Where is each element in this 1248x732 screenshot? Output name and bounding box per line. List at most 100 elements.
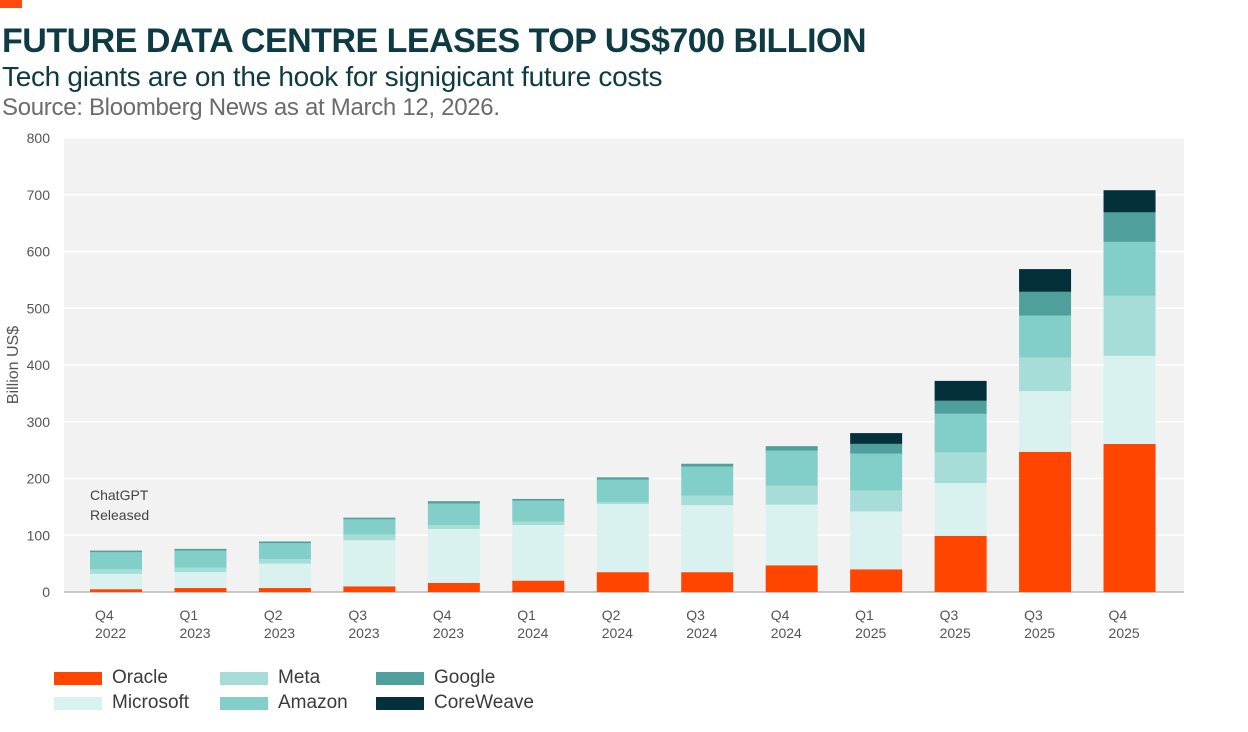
bar-segment-google	[681, 463, 734, 467]
bar-segment-meta	[343, 534, 396, 541]
legend-label: Oracle	[112, 667, 168, 688]
bar-segment-amazon	[596, 479, 649, 503]
bar-segment-oracle	[934, 535, 987, 592]
bar-segment-microsoft	[343, 540, 396, 587]
bar-segment-oracle	[427, 582, 480, 592]
y-tick-label: 300	[27, 414, 51, 430]
bar-segment-microsoft	[512, 525, 565, 581]
x-tick-label: 2025	[1109, 625, 1140, 641]
bar-segment-google	[427, 501, 480, 504]
x-tick-label: Q4	[95, 607, 114, 623]
bar-segment-coreweave	[1019, 269, 1072, 292]
legend-swatch	[220, 671, 268, 685]
bar-segment-oracle	[1103, 443, 1156, 592]
legend-label: Microsoft	[112, 692, 190, 713]
bar-segment-amazon	[765, 450, 818, 486]
bar-segment-meta	[850, 490, 903, 512]
x-tick-label: Q3	[940, 607, 959, 623]
bar-segment-google	[258, 541, 311, 544]
bar-segment-oracle	[174, 588, 227, 592]
x-tick-label: 2024	[771, 625, 802, 641]
legend-item-amazon: Amazon	[220, 691, 348, 715]
legend-item-oracle: Oracle	[54, 666, 168, 690]
stacked-bar-chart: 0 100 200 300 400 500 600 700 800 Billion US$ Q4 20…	[5, 130, 1184, 641]
legend-label: Google	[434, 667, 496, 688]
legend-swatch	[376, 671, 424, 685]
x-tick-label: Q4	[433, 607, 452, 623]
bar-segment-amazon	[681, 466, 734, 496]
bar-segment-coreweave	[934, 380, 987, 401]
bar-segment-amazon	[343, 519, 396, 535]
y-tick-label: 800	[27, 130, 51, 146]
bar-segment-oracle	[681, 572, 734, 592]
x-tick-label: 2025	[940, 625, 971, 641]
y-tick-label: 200	[27, 471, 51, 487]
bar-segment-meta	[174, 567, 227, 573]
legend-swatch	[376, 696, 424, 710]
bar-segment-microsoft	[850, 511, 903, 570]
bar-segment-meta	[765, 485, 818, 505]
bar-segment-microsoft	[1103, 355, 1156, 444]
bar-segment-google	[90, 550, 142, 553]
bar-segment-meta	[427, 525, 480, 530]
x-tick-label: Q2	[264, 607, 283, 623]
bar-segment-amazon	[1103, 241, 1156, 296]
bar-segment-microsoft	[681, 505, 734, 573]
bar-segment-oracle	[90, 589, 142, 592]
bar-segment-oracle	[343, 586, 396, 592]
chart-legend: Oracle Microsoft Meta Amazon Google CoreWeave	[54, 666, 614, 718]
annotation-label: ChatGPT	[90, 487, 149, 503]
legend-swatch	[54, 671, 102, 685]
bar-segment-google	[1103, 212, 1156, 242]
x-tick-label: 2023	[348, 625, 379, 641]
bar-segment-oracle	[850, 569, 903, 592]
x-tick-label: Q1	[517, 607, 536, 623]
x-tick-label: 2022	[95, 625, 126, 641]
bar-segment-microsoft	[90, 573, 142, 590]
x-tick-label: Q2	[602, 607, 621, 623]
bar-segment-microsoft	[596, 504, 649, 573]
y-tick-label: 700	[27, 187, 51, 203]
chart-title: FUTURE DATA CENTRE LEASES TOP US$700 BIL…	[2, 22, 867, 60]
x-tick-label: 2023	[179, 625, 210, 641]
bar-segment-google	[174, 548, 227, 551]
bar-segment-amazon	[90, 552, 142, 570]
accent-mark	[0, 0, 22, 8]
bar-segment-google	[765, 446, 818, 451]
bar-segment-microsoft	[1019, 391, 1072, 452]
bar-segment-microsoft	[258, 563, 311, 589]
bar-segment-google	[596, 477, 649, 480]
bar-segment-meta	[1019, 357, 1072, 392]
bar-segment-meta	[934, 452, 987, 484]
x-tick-label: Q3	[686, 607, 705, 623]
legend-item-microsoft: Microsoft	[54, 691, 189, 715]
bar-segment-amazon	[427, 503, 480, 526]
bar-segment-google	[934, 400, 987, 414]
bar-segment-google	[1019, 291, 1072, 316]
bar-segment-oracle	[596, 572, 649, 592]
x-tick-label: 2023	[264, 625, 295, 641]
bar-segment-oracle	[1019, 451, 1072, 592]
x-tick-label: 2024	[602, 625, 633, 641]
x-tick-label: 2024	[686, 625, 717, 641]
bar-segment-coreweave	[1103, 190, 1156, 213]
y-tick-label: 400	[27, 357, 51, 373]
bar-segment-google	[343, 517, 396, 520]
x-tick-label: 2025	[1024, 625, 1055, 641]
bar-segment-oracle	[765, 565, 818, 592]
bar-segment-amazon	[934, 413, 987, 453]
legend-item-google: Google	[376, 666, 495, 690]
bar-segment-amazon	[174, 550, 227, 568]
bar-segment-meta	[90, 569, 142, 574]
bar-segment-meta	[1103, 295, 1156, 356]
legend-item-meta: Meta	[220, 666, 320, 690]
bar-segment-coreweave	[850, 433, 903, 444]
x-tick-label: Q3	[1024, 607, 1043, 623]
legend-label: CoreWeave	[434, 692, 534, 713]
bar-segment-meta	[681, 495, 734, 506]
bar-segment-amazon	[850, 453, 903, 491]
x-tick-label: 2025	[855, 625, 886, 641]
bar-segment-microsoft	[427, 529, 480, 583]
chart-source: Source: Bloomberg News as at March 12, 2…	[2, 94, 500, 121]
y-tick-label: 0	[42, 584, 50, 600]
